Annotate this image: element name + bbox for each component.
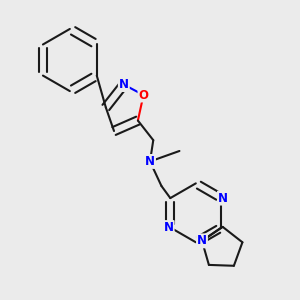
Text: O: O: [139, 88, 148, 101]
Text: N: N: [119, 78, 129, 91]
Text: N: N: [145, 155, 155, 168]
Text: N: N: [218, 192, 228, 205]
Text: N: N: [197, 234, 207, 248]
Text: N: N: [164, 221, 174, 234]
